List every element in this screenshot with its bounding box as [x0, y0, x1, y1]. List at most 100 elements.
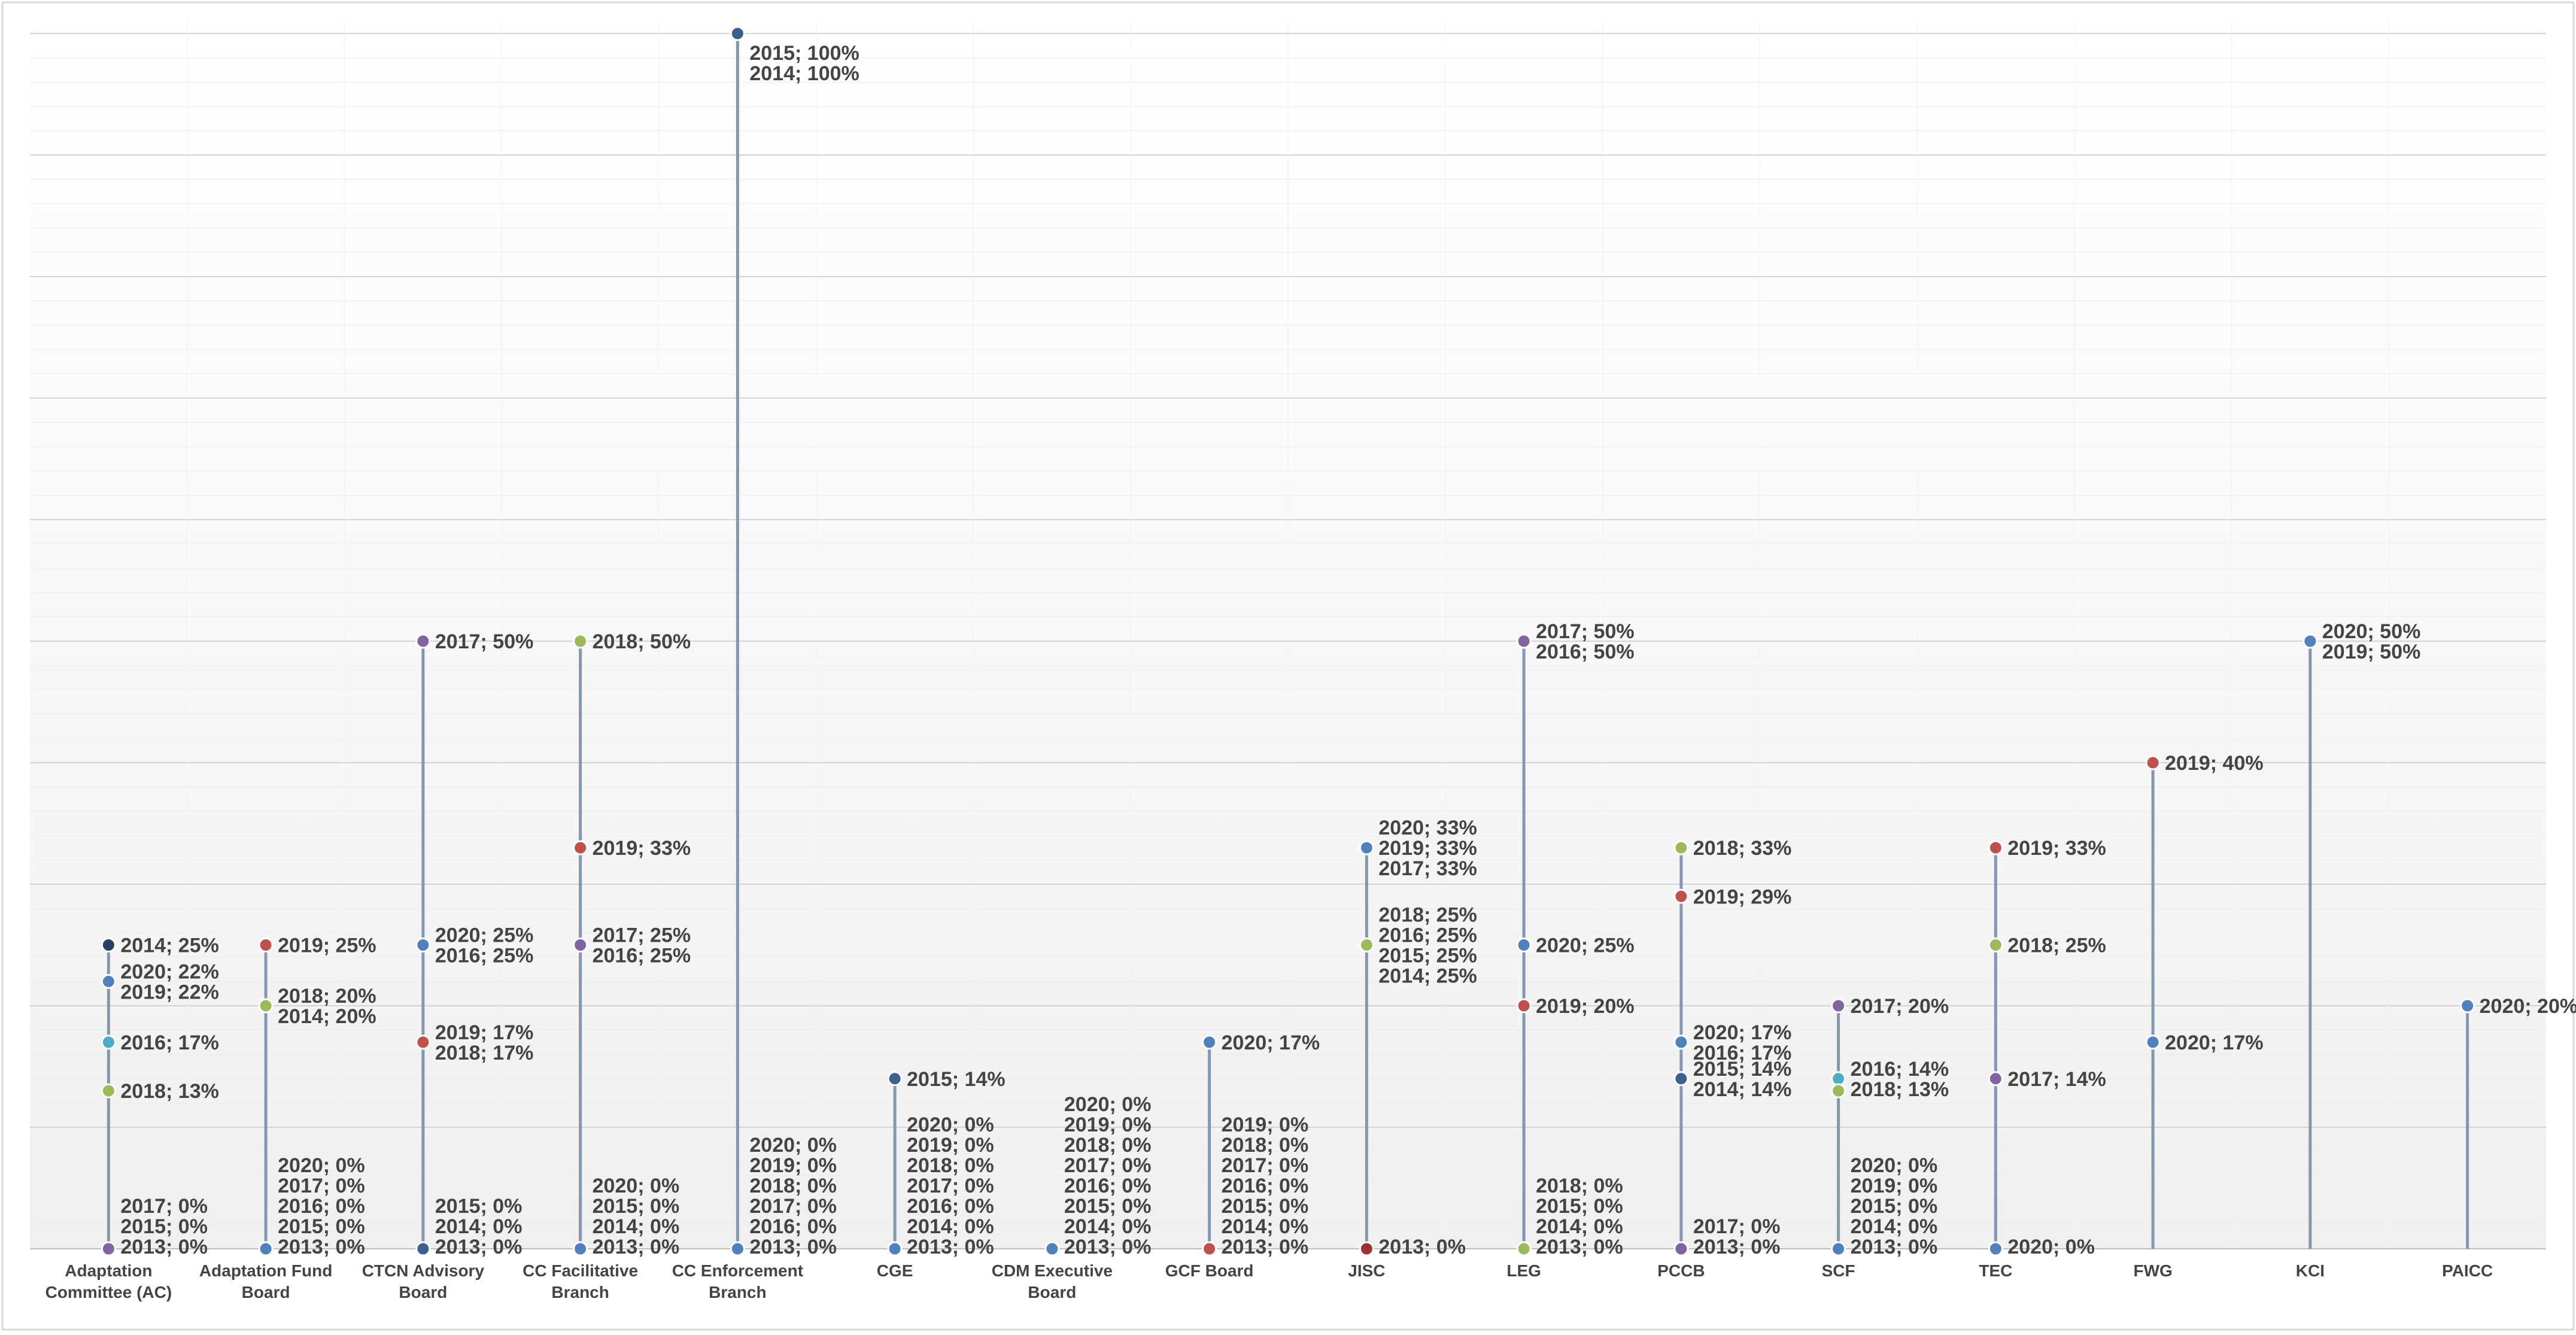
data-label: 2013; 0% — [1851, 1236, 1938, 1258]
data-point — [1202, 1034, 1217, 1050]
data-label: 2019; 20% — [1536, 995, 1634, 1018]
data-label: 2017; 0% — [278, 1175, 365, 1197]
data-label: 2015; 0% — [1536, 1195, 1623, 1218]
data-label: 2015; 0% — [593, 1195, 680, 1218]
data-label: 2018; 0% — [1222, 1134, 1309, 1157]
x-tick-label: KCI — [2296, 1261, 2325, 1280]
data-point — [1516, 937, 1532, 952]
data-point — [258, 998, 274, 1014]
data-point — [730, 1241, 745, 1257]
data-label: 2019; 33% — [593, 837, 691, 860]
data-point — [1831, 1241, 1846, 1257]
data-label: 2018; 20% — [278, 985, 376, 1008]
data-point — [1673, 1241, 1689, 1257]
x-tick-label: Adaptation — [65, 1261, 152, 1280]
data-label: 2019; 17% — [435, 1021, 533, 1044]
data-label: 2015; 14% — [907, 1068, 1005, 1091]
data-point — [1516, 1241, 1532, 1257]
data-label: 2020; 0% — [749, 1134, 837, 1157]
data-point — [258, 937, 274, 952]
x-tick-label: SCF — [1822, 1261, 1855, 1280]
data-point — [415, 1241, 431, 1257]
data-point — [573, 633, 588, 649]
data-point — [887, 1241, 903, 1257]
data-label: 2014; 14% — [1693, 1078, 1791, 1101]
data-label: 2018; 13% — [120, 1080, 218, 1103]
data-label: 2018; 0% — [1064, 1134, 1152, 1157]
x-tick-label: Board — [399, 1283, 447, 1301]
data-label: 2013; 0% — [1222, 1236, 1309, 1258]
data-point — [415, 633, 431, 649]
data-label: 2019; 33% — [2007, 837, 2106, 860]
data-label: 2020; 50% — [2322, 620, 2420, 643]
data-label: 2013; 0% — [593, 1236, 680, 1258]
data-label: 2020; 33% — [1378, 817, 1477, 839]
data-label: 2017; 0% — [1222, 1154, 1309, 1177]
data-point — [1988, 1241, 2003, 1257]
data-label: 2020; 17% — [1693, 1021, 1791, 1044]
data-point — [1202, 1241, 1217, 1257]
data-point — [730, 26, 745, 41]
data-point — [1673, 888, 1689, 904]
data-point — [573, 1241, 588, 1257]
x-tick-label: TEC — [1979, 1261, 2012, 1280]
data-point — [1673, 1034, 1689, 1050]
data-label: 2015; 100% — [749, 42, 859, 65]
data-label: 2018; 25% — [2007, 934, 2106, 957]
data-point — [573, 840, 588, 855]
data-point — [1831, 1071, 1846, 1087]
data-label: 2016; 0% — [1064, 1175, 1152, 1197]
data-point — [1831, 998, 1846, 1014]
data-label: 2018; 33% — [1693, 837, 1791, 860]
data-label: 2018; 25% — [1378, 904, 1477, 927]
data-label: 2020; 25% — [435, 924, 533, 947]
data-point — [1673, 840, 1689, 855]
data-label: 2014; 25% — [120, 934, 218, 957]
data-label: 2018; 17% — [435, 1042, 533, 1064]
data-label: 2015; 0% — [435, 1195, 523, 1218]
data-label: 2016; 0% — [907, 1195, 994, 1218]
data-label: 2017; 50% — [435, 630, 533, 653]
x-tick-label: Adaptation Fund — [199, 1261, 332, 1280]
x-tick-label: CDM Executive — [992, 1261, 1113, 1280]
data-label: 2017; 0% — [1064, 1154, 1152, 1177]
data-label: 2016; 25% — [593, 945, 691, 967]
data-label: 2017; 0% — [1693, 1215, 1781, 1238]
data-label: 2016; 25% — [435, 945, 533, 967]
data-point — [1044, 1241, 1060, 1257]
data-label: 2018; 0% — [749, 1175, 837, 1197]
data-label: 2016; 17% — [120, 1031, 218, 1054]
data-point — [1359, 1241, 1374, 1257]
data-label: 2018; 0% — [1536, 1175, 1623, 1197]
x-tick-label: CGE — [877, 1261, 913, 1280]
x-tick-label: CTCN Advisory — [362, 1261, 485, 1280]
data-point — [1988, 840, 2003, 855]
data-label: 2017; 0% — [120, 1195, 208, 1218]
data-point — [2302, 633, 2318, 649]
data-label: 2013; 0% — [435, 1236, 523, 1258]
data-point — [415, 1034, 431, 1050]
x-tick-label: Board — [242, 1283, 290, 1301]
data-label: 2019; 0% — [1064, 1113, 1152, 1136]
data-point — [1516, 998, 1532, 1014]
data-label: 2016; 0% — [1222, 1175, 1309, 1197]
data-label: 2020; 20% — [2480, 995, 2576, 1018]
data-label: 2015; 0% — [1064, 1195, 1152, 1218]
data-point — [1988, 937, 2003, 952]
data-point — [1831, 1083, 1846, 1099]
data-label: 2020; 0% — [278, 1154, 365, 1177]
data-point — [415, 937, 431, 952]
data-label: 2016; 25% — [1378, 924, 1477, 947]
data-label: 2013; 0% — [120, 1236, 208, 1258]
data-label: 2017; 33% — [1378, 857, 1477, 880]
data-label: 2015; 25% — [1378, 945, 1477, 967]
data-point — [2460, 998, 2475, 1014]
data-label: 2015; 0% — [1851, 1195, 1938, 1218]
data-label: 2014; 0% — [1851, 1215, 1938, 1238]
data-label: 2015; 0% — [120, 1215, 208, 1238]
x-tick-label: GCF Board — [1165, 1261, 1254, 1280]
data-label: 2020; 17% — [2165, 1031, 2263, 1054]
data-label: 2014; 0% — [1064, 1215, 1152, 1238]
